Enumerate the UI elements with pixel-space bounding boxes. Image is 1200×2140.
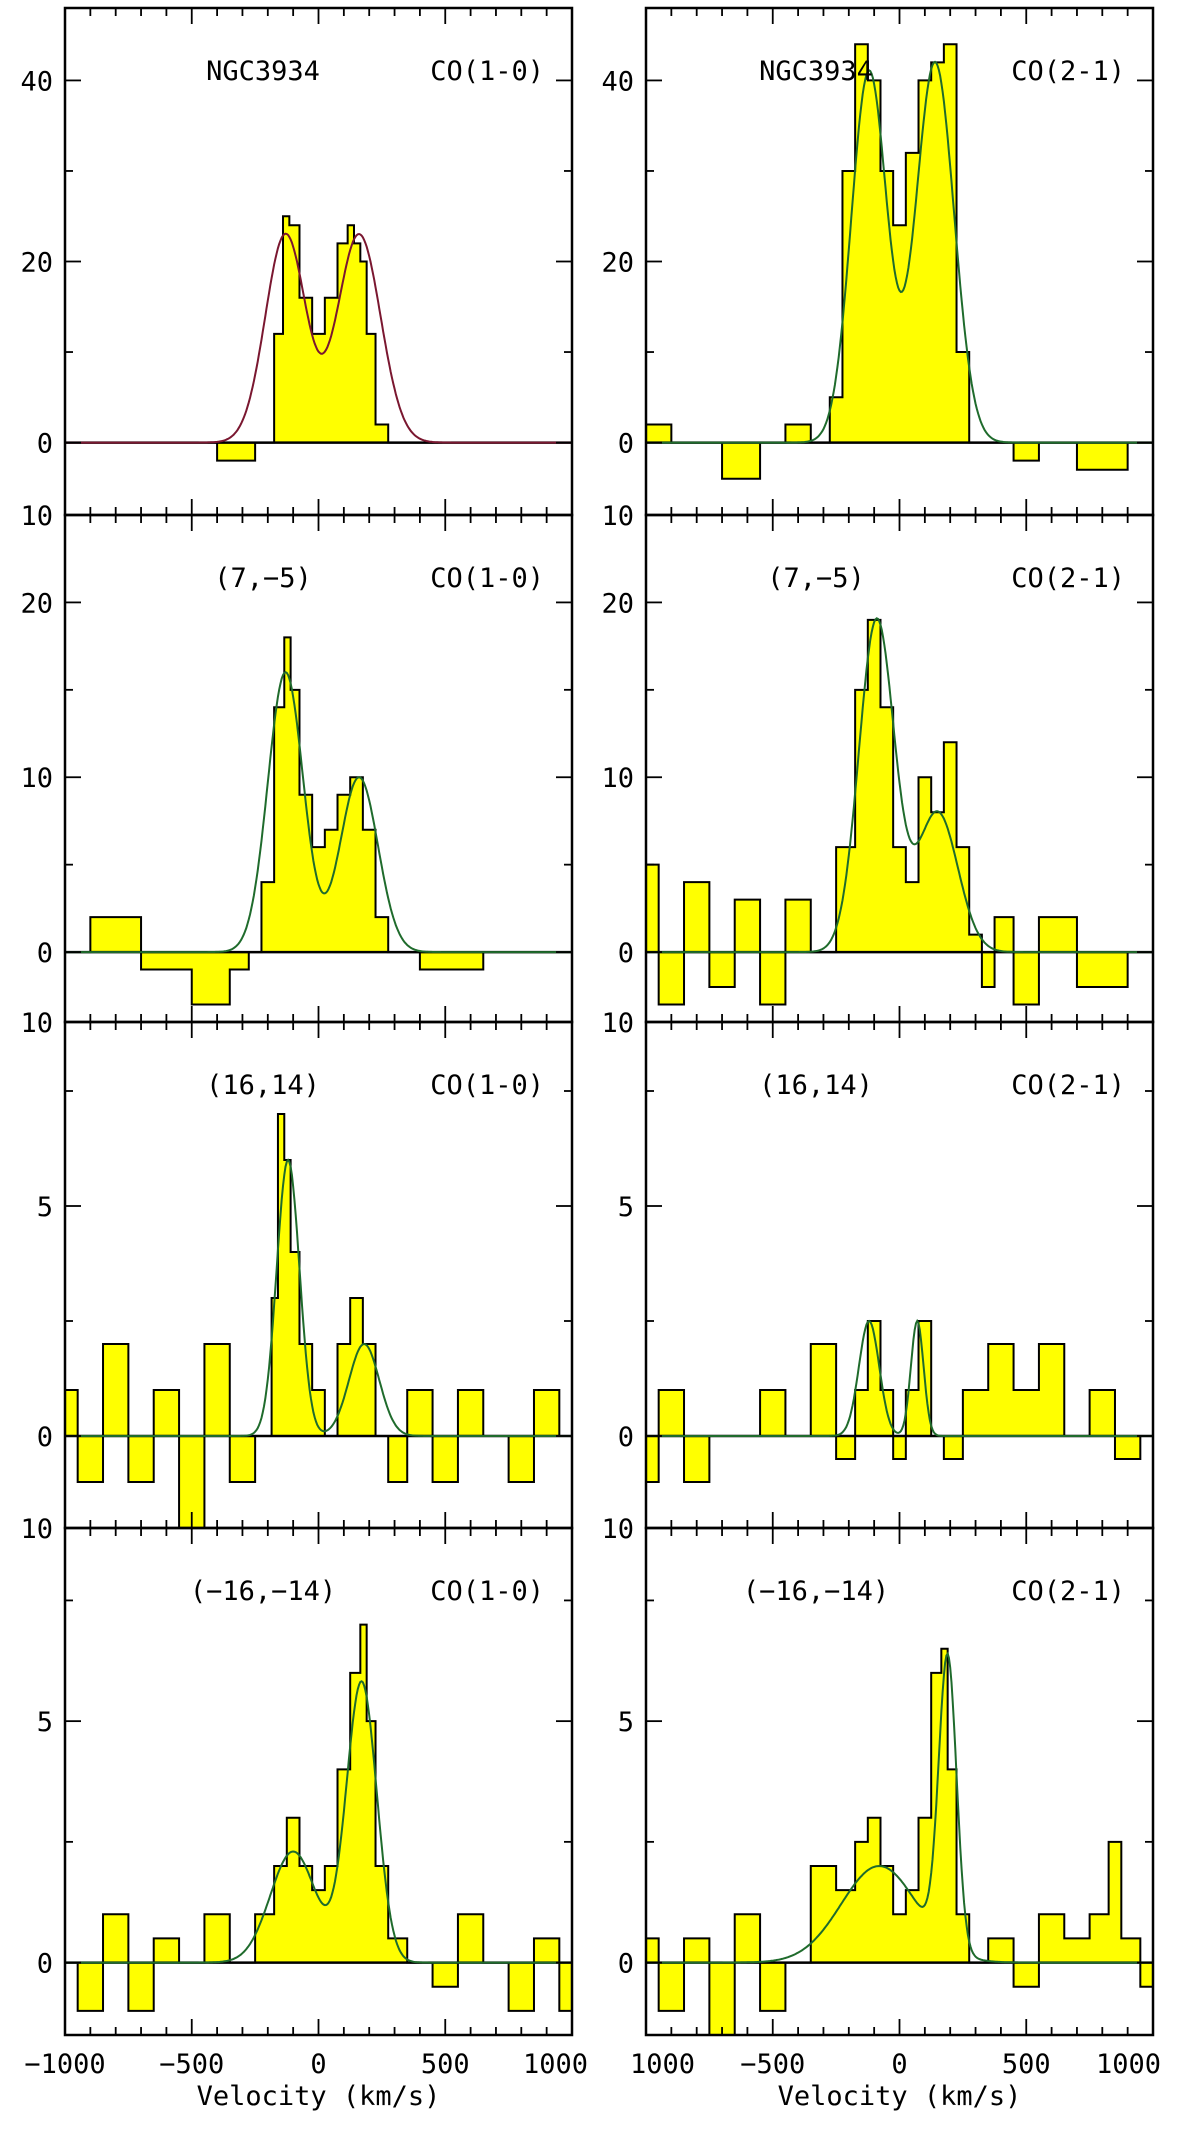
y-tick-label: 40 — [601, 66, 634, 97]
panel-position-label: (16,14) — [206, 1070, 320, 1101]
panel-position-label: (−16,−14) — [743, 1576, 889, 1607]
gaussian-fit-line — [65, 1680, 572, 1964]
x-tick-label: 1000 — [523, 2049, 588, 2080]
y-tick-label: 20 — [601, 248, 634, 279]
y-tick-label: 5 — [618, 1192, 634, 1223]
spectrum-panel: 0 5 10 (−16,−14) CO(2-1) — [601, 1514, 1155, 2037]
panel-position-label: (16,14) — [759, 1070, 873, 1101]
panel-position-label: NGC3934 — [759, 56, 873, 87]
y-tick-label: 0 — [37, 1949, 53, 1980]
y-tick-label: 10 — [601, 763, 634, 794]
y-tick-label: 0 — [618, 1949, 634, 1980]
panel-line-label: CO(1-0) — [430, 56, 544, 87]
panel-plot-area — [65, 215, 572, 462]
x-axis-title: Velocity (km/s) — [778, 2081, 1022, 2112]
panel-plot-area — [646, 1318, 1153, 1483]
spectrum-fill — [646, 1648, 1153, 2035]
spectrum-panel: 0 5 10 (−16,−14) CO(1-0) — [20, 1514, 574, 2037]
y-tick-label: 5 — [618, 1707, 634, 1738]
x-tick-label: 0 — [310, 2049, 326, 2080]
panel-line-label: CO(2-1) — [1011, 1576, 1125, 1607]
y-tick-label: 10 — [20, 763, 53, 794]
y-tick-label-bottom: 10 — [601, 501, 634, 532]
gaussian-fit-line — [646, 60, 1153, 444]
y-tick-label: 0 — [618, 429, 634, 460]
panel-line-label: CO(2-1) — [1011, 56, 1125, 87]
spectrum-histogram — [65, 1113, 572, 1528]
spectrum-panel: 0 20 40 NGC3934 CO(2-1) — [601, 6, 1155, 517]
spectrum-panel: 0 10 20 10 (7,−5) CO(1-0) — [20, 501, 574, 1024]
spectrum-fill — [65, 216, 572, 461]
panel-plot-area — [65, 636, 572, 1006]
y-tick-label-bottom: 10 — [601, 1514, 634, 1545]
y-tick-label: 40 — [20, 66, 53, 97]
y-tick-label: 20 — [601, 588, 634, 619]
x-tick-label: 0 — [891, 2049, 907, 2080]
spectrum-panel: 0 20 40 NGC3934 CO(1-0) — [20, 6, 574, 517]
gaussian-fit-line — [65, 232, 572, 444]
x-tick-label: 500 — [421, 2049, 470, 2080]
y-tick-label-bottom: 10 — [20, 501, 53, 532]
panel-plot-area — [646, 617, 1153, 1006]
spectrum-histogram — [646, 1647, 1153, 2035]
panel-position-label: (7,−5) — [214, 563, 312, 594]
x-tick-label: −1000 — [24, 2049, 105, 2080]
panel-plot-area — [65, 1113, 572, 1528]
spectrum-histogram — [65, 215, 572, 462]
spectrum-fill — [646, 1321, 1153, 1482]
y-tick-label: 0 — [37, 938, 53, 969]
spectrum-histogram — [646, 618, 1153, 1006]
x-tick-label: −500 — [740, 2049, 805, 2080]
y-tick-label-bottom: 10 — [20, 1514, 53, 1545]
spectrum-histogram — [65, 636, 572, 1006]
y-tick-label: 0 — [618, 1422, 634, 1453]
spectrum-histogram — [65, 1623, 572, 2012]
panel-position-label: (−16,−14) — [190, 1576, 336, 1607]
gaussian-fit-line — [65, 671, 572, 954]
spectrum-panel: 0 10 20 10 (7,−5) CO(2-1) — [601, 501, 1155, 1024]
spectrum-fill — [646, 44, 1153, 479]
spectrum-panel: 0 5 10 (16,14) CO(2-1) — [601, 1008, 1155, 1530]
y-tick-label: 5 — [37, 1192, 53, 1223]
panel-line-label: CO(1-0) — [430, 563, 544, 594]
y-tick-label-bottom: 10 — [601, 1008, 634, 1039]
spectrum-fill — [65, 1624, 572, 2011]
panel-line-label: CO(2-1) — [1011, 563, 1125, 594]
gaussian-fit-line — [646, 617, 1153, 954]
panel-position-label: (7,−5) — [767, 563, 865, 594]
y-tick-label: 0 — [37, 1422, 53, 1453]
panel-line-label: CO(2-1) — [1011, 1070, 1125, 1101]
x-tick-label: 500 — [1002, 2049, 1051, 2080]
spectrum-histogram — [646, 43, 1153, 480]
y-tick-label: 5 — [37, 1707, 53, 1738]
spectrum-fill — [65, 637, 572, 1005]
x-tick-label: −500 — [159, 2049, 224, 2080]
gaussian-fit-line — [646, 1651, 1153, 1964]
panel-line-label: CO(1-0) — [430, 1576, 544, 1607]
panel-line-label: CO(1-0) — [430, 1070, 544, 1101]
y-tick-label: 20 — [20, 588, 53, 619]
spectrum-fill — [65, 1114, 572, 1528]
panel-plot-area — [646, 43, 1153, 480]
y-tick-label-bottom: 10 — [20, 1008, 53, 1039]
panel-position-label: NGC3934 — [206, 56, 320, 87]
spectrum-panel: 0 5 10 (16,14) CO(1-0) — [20, 1008, 574, 1530]
spectrum-fill — [646, 619, 1153, 1005]
gaussian-fit-line — [65, 1158, 572, 1437]
panel-plot-area — [646, 1647, 1153, 2035]
y-tick-label: 0 — [37, 429, 53, 460]
y-tick-label: 0 — [618, 938, 634, 969]
gaussian-fit-line — [646, 1318, 1153, 1437]
x-axis-title: Velocity (km/s) — [197, 2081, 441, 2112]
x-tick-label: 1000 — [630, 2049, 695, 2080]
panel-plot-area — [65, 1623, 572, 2012]
x-tick-label: 1000 — [1096, 2049, 1161, 2080]
y-tick-label: 20 — [20, 248, 53, 279]
